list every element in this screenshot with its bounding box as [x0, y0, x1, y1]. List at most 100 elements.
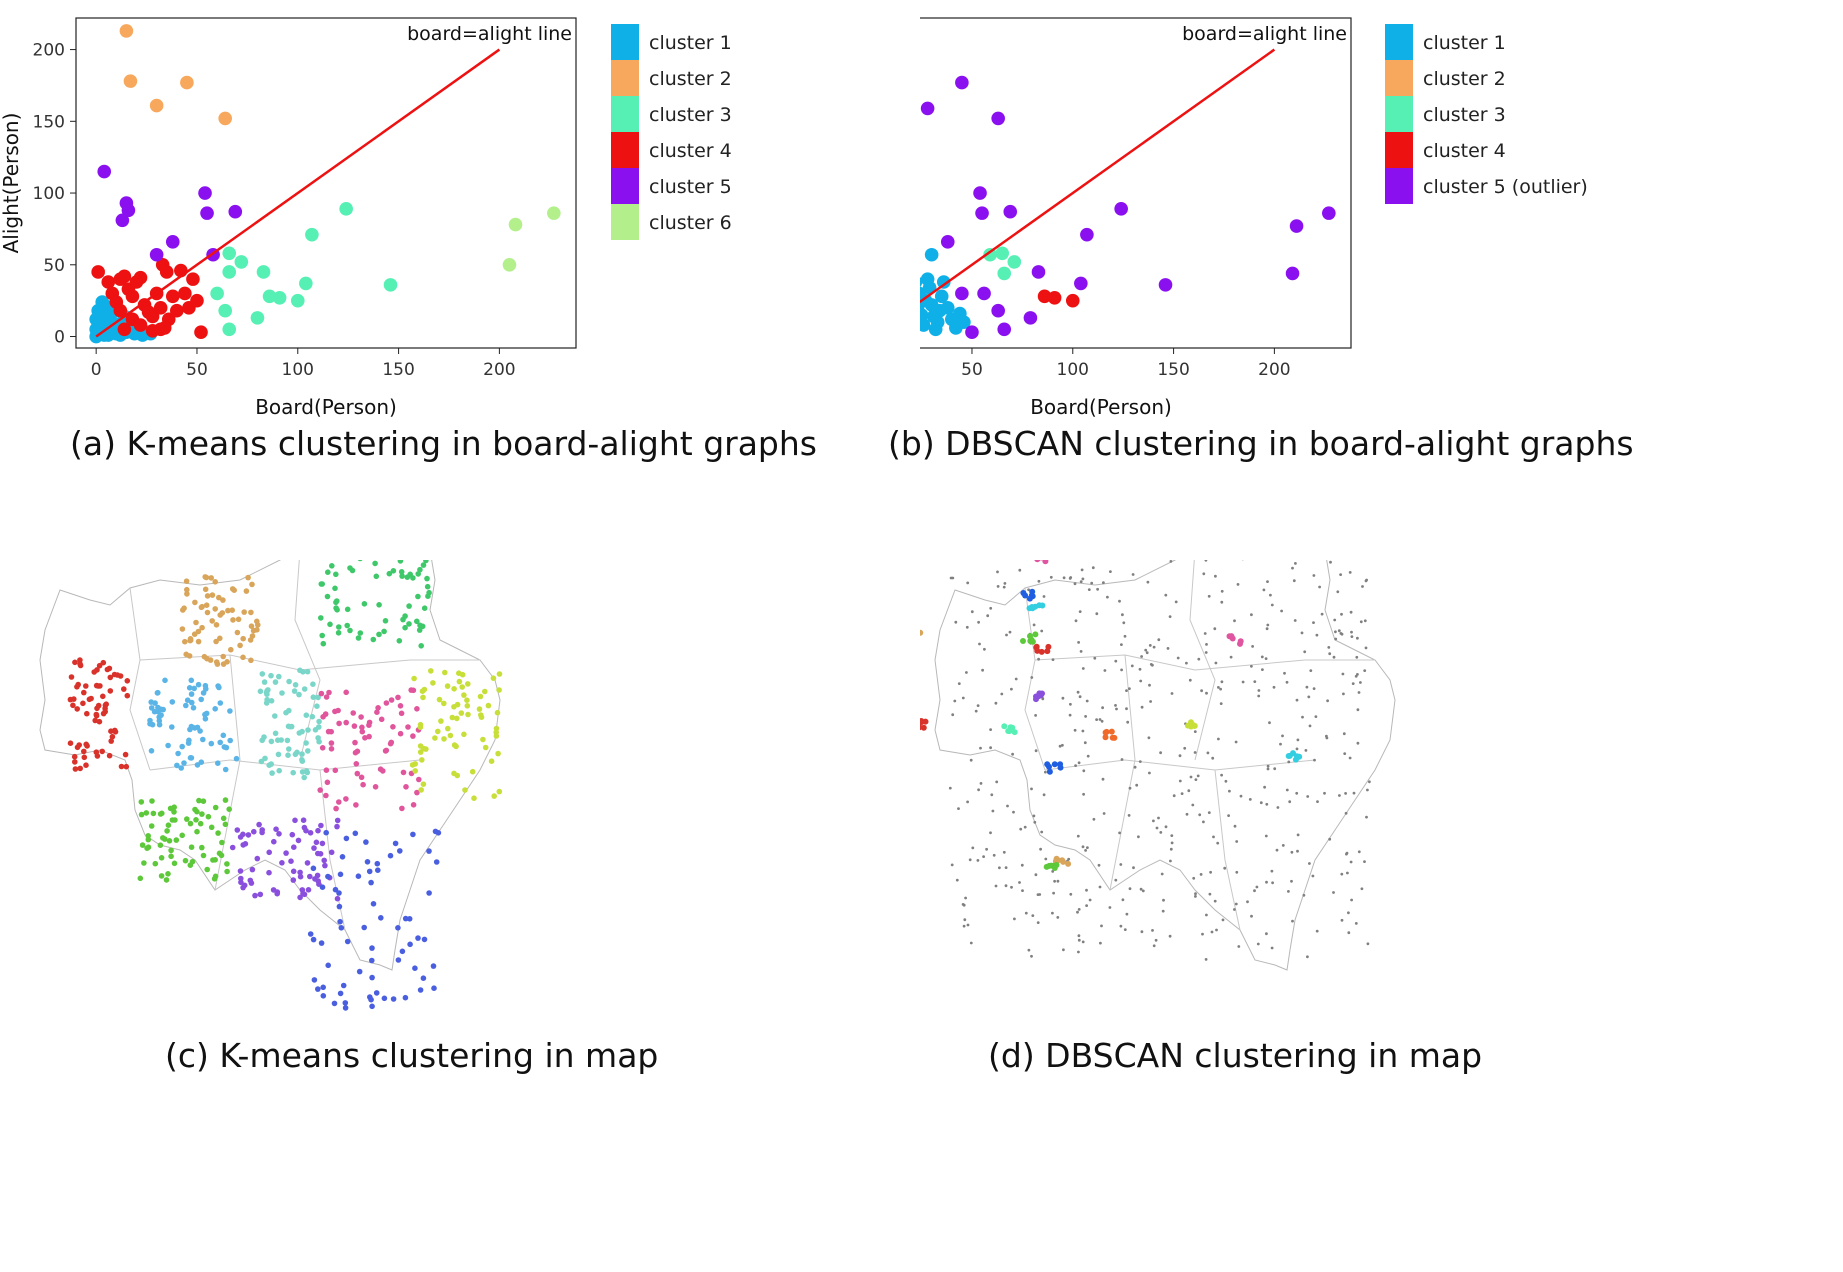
noise-point: [1233, 908, 1236, 911]
stop-point: [71, 753, 78, 760]
stop-point: [138, 811, 145, 818]
stop-point: [326, 689, 332, 696]
stop-point: [307, 931, 314, 937]
district-boundary: [1024, 587, 1046, 771]
noise-point: [1309, 669, 1313, 672]
stop-point: [351, 723, 358, 729]
region-boundary: [934, 560, 1396, 971]
stop-point: [199, 624, 205, 631]
noise-point: [1308, 724, 1312, 728]
stop-point: [424, 575, 430, 582]
stop-point: [158, 855, 165, 861]
stop-point: [343, 835, 350, 842]
stop-point: [254, 855, 261, 862]
stop-point: [257, 688, 264, 695]
stop-point: [191, 685, 197, 692]
noise-point: [969, 758, 973, 762]
kmeans-cluster-8: [257, 667, 322, 781]
stop-point: [366, 733, 372, 740]
stop-point: [297, 873, 304, 880]
stop-point: [71, 696, 77, 702]
stop-point: [178, 765, 184, 771]
stop-point: [477, 693, 484, 700]
stop-point: [451, 704, 457, 710]
noise-point: [1176, 656, 1180, 660]
noise-point: [1194, 778, 1198, 781]
stop-point: [397, 703, 404, 709]
data-point: [977, 286, 991, 301]
stop-point: [227, 737, 233, 744]
noise-point: [1098, 885, 1102, 889]
noise-point: [1300, 631, 1304, 635]
stop-point: [259, 829, 265, 836]
legend-swatch: [1385, 96, 1413, 132]
stop-point: [462, 787, 468, 793]
stop-point: [75, 681, 81, 688]
noise-point: [1363, 860, 1366, 863]
stop-point: [179, 832, 185, 839]
stop-point: [414, 706, 420, 712]
cluster-point: [1046, 763, 1052, 770]
noise-point: [1004, 884, 1008, 888]
data-point: [975, 206, 989, 220]
stop-point: [74, 706, 80, 712]
stop-point: [319, 632, 326, 639]
stop-point: [291, 688, 298, 694]
stop-point: [222, 797, 229, 803]
noise-point: [1062, 948, 1065, 952]
stop-point: [301, 774, 308, 781]
noise-point: [1131, 573, 1135, 576]
stop-point: [344, 622, 351, 629]
legend-swatch: [1385, 168, 1413, 204]
noise-point: [1138, 667, 1142, 671]
noise-point: [1036, 921, 1040, 924]
stop-point: [241, 882, 248, 889]
data-point: [920, 308, 929, 322]
stop-point: [310, 865, 317, 872]
stop-point: [363, 839, 369, 845]
stop-point: [334, 895, 341, 902]
stop-point: [352, 830, 359, 837]
stop-point: [72, 759, 78, 765]
dbscan-scatter-chart: 050100150200050100150200Board(Person)Ali…: [920, 17, 1588, 419]
noise-point: [1114, 659, 1118, 663]
stop-point: [157, 706, 163, 713]
noise-point: [1315, 929, 1319, 933]
data-point: [210, 286, 224, 301]
stop-point: [327, 621, 333, 628]
data-point: [955, 286, 969, 301]
cluster-point: [1293, 753, 1300, 760]
noise-point: [1306, 795, 1310, 798]
series-5: [920, 75, 1336, 340]
noise-point: [1349, 610, 1353, 614]
stop-point: [417, 724, 424, 730]
noise-point: [1364, 646, 1368, 650]
x-tick-label: 150: [382, 360, 414, 380]
stop-point: [67, 740, 74, 746]
noise-point: [1138, 760, 1142, 763]
noise-point: [1103, 669, 1107, 672]
noise-point: [1004, 866, 1008, 869]
stop-point: [426, 890, 432, 896]
stop-point: [200, 736, 206, 743]
stop-point: [370, 901, 377, 907]
noise-point: [1169, 847, 1173, 851]
noise-point: [1276, 806, 1280, 809]
stop-point: [451, 686, 457, 692]
caption-d: (d) DBSCAN clustering in map: [988, 1036, 1483, 1075]
stop-point: [102, 708, 108, 715]
noise-point: [1356, 673, 1359, 676]
stop-point: [180, 607, 186, 613]
data-point: [1065, 293, 1080, 308]
noise-point: [1069, 892, 1073, 896]
noise-point: [1102, 581, 1105, 585]
data-point: [547, 206, 561, 220]
stop-point: [190, 705, 197, 711]
stop-point: [310, 694, 317, 700]
stop-point: [397, 730, 404, 737]
noise-point: [964, 896, 967, 900]
noise-point: [1174, 600, 1178, 604]
stop-point: [148, 748, 155, 754]
stop-point: [238, 879, 244, 886]
kmeans-map: [39, 560, 503, 1011]
